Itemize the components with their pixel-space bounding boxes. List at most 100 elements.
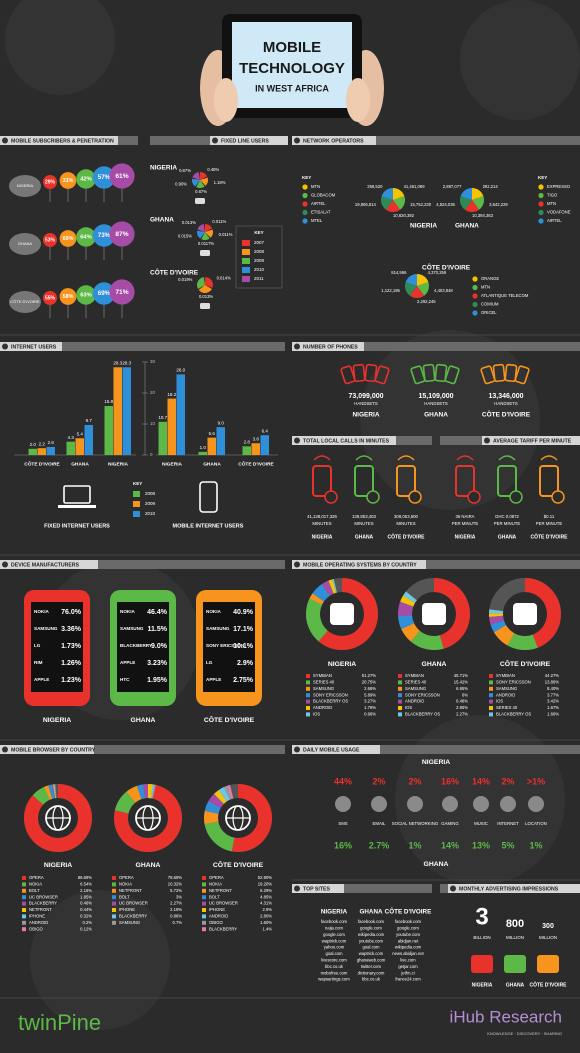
- key-dot: [538, 209, 544, 216]
- burst-wedge: [197, 224, 205, 232]
- legend-swatch: [202, 920, 206, 925]
- legend-value: 3.77%: [547, 692, 559, 697]
- site: yahoo.com: [324, 945, 345, 950]
- operator-subscribers: 19,806,814: [355, 202, 377, 207]
- donut-segment: [54, 784, 57, 799]
- site: youtube.com: [359, 938, 383, 943]
- legend-name: SYMBIAN: [313, 673, 332, 678]
- legend-value: 1.78%: [364, 705, 376, 710]
- key-swatch: [242, 276, 250, 282]
- donut-segment: [309, 593, 324, 605]
- bar: [216, 427, 225, 455]
- legend-name: OBIGO: [209, 920, 223, 925]
- legend-name: SAMSUNG: [405, 686, 426, 691]
- legend-swatch: [398, 674, 402, 678]
- phone-icon: [312, 465, 332, 497]
- activity-icon: [335, 796, 351, 812]
- site: wikipedia.com: [395, 945, 422, 950]
- legend-swatch: [202, 882, 206, 887]
- legend-value: 19.20%: [258, 882, 272, 887]
- legend-name: BOLT: [29, 888, 40, 893]
- burst-wedge: [198, 285, 212, 293]
- operator-wedge: [405, 274, 417, 286]
- legend-value: 0.44%: [80, 907, 92, 912]
- legend-value: 2.66%: [364, 686, 376, 691]
- penetration-value: 57%: [98, 174, 111, 181]
- icon-label: FIXED INTERNET USERS: [44, 523, 110, 529]
- activity-icon: [407, 796, 423, 812]
- country-label: NIGERIA: [455, 534, 476, 540]
- section-title: NETWORK OPERATORS: [303, 138, 364, 144]
- handset-icon: [340, 365, 356, 385]
- site: france24.com: [395, 977, 421, 982]
- section-icon: [294, 561, 300, 568]
- operator-subscribers: 10,394,363: [472, 213, 494, 218]
- key-title: KEY: [133, 481, 142, 486]
- key-label: 2010: [254, 267, 265, 272]
- section-tab: [292, 560, 426, 569]
- handset-icon: [492, 363, 506, 383]
- operator-name: ORICEL: [481, 310, 497, 315]
- legend-swatch: [489, 693, 493, 698]
- section-title: MOBILE BROWSER BY COUNTRY: [11, 747, 96, 753]
- country-label: NIGERIA: [17, 183, 34, 188]
- burst-wedge: [200, 177, 208, 186]
- amount: 139,853,403: [352, 514, 377, 519]
- operator-name: MTN: [311, 184, 320, 189]
- bar-value-label: 9.0: [218, 420, 225, 425]
- bar: [46, 446, 55, 455]
- handset-icon: [444, 365, 460, 385]
- brand-name: SONY ERICSSON: [206, 643, 245, 648]
- balloon: [43, 233, 57, 247]
- legend-value: 1.85%: [80, 894, 92, 899]
- legend-value: 44.27%: [545, 673, 559, 678]
- bar-value-label: 1.0: [200, 445, 207, 450]
- section-icon: [2, 746, 8, 753]
- donut-segment: [126, 785, 142, 803]
- section-icon: [450, 885, 456, 892]
- donut-segment: [204, 810, 219, 825]
- brand-share: 1.23%: [61, 677, 82, 684]
- country-label: NIGERIA: [352, 412, 379, 419]
- donut-segment: [306, 598, 328, 642]
- brand-name: SAMSUNG: [34, 626, 58, 631]
- section-icon: [212, 137, 218, 144]
- country-map: [9, 291, 41, 313]
- legend-value: 6%: [462, 692, 468, 697]
- legend-name: NETFRONT: [209, 888, 232, 893]
- legend-value: 1.60%: [260, 920, 272, 925]
- legend-swatch: [202, 876, 206, 880]
- page-title: MOBILE: [263, 39, 321, 56]
- legend-name: SERIES 40: [313, 680, 335, 685]
- usage-share: 14%: [441, 840, 459, 850]
- legend-name: NOKIA: [119, 882, 132, 887]
- section-icon: [294, 137, 300, 144]
- donut-segment: [434, 578, 471, 649]
- section-tab: [292, 884, 344, 893]
- operator-name: MTEL: [311, 218, 323, 223]
- activity-icon: [371, 796, 387, 812]
- operator-subscribers: 814,966: [391, 270, 407, 275]
- balloon: [92, 224, 116, 247]
- country-label: NIGERIA: [328, 661, 356, 668]
- legend-swatch: [489, 706, 493, 710]
- donut-segment: [55, 784, 57, 799]
- section-title: FIXED LINE USERS: [221, 138, 269, 144]
- donut-segment: [410, 630, 444, 650]
- legend-swatch: [398, 712, 402, 717]
- legend-name: SONY ERICSSON: [496, 680, 531, 685]
- operator-name: MTN: [547, 201, 556, 206]
- operator-wedge: [381, 188, 393, 200]
- group-label: NIGERIA: [162, 461, 183, 467]
- section-bar: [292, 745, 580, 754]
- phone-unit: HANDSETS: [424, 401, 448, 406]
- brand-name: APPLE: [120, 660, 135, 665]
- legend-value: 2.19%: [170, 907, 182, 912]
- country-label: GHANA: [424, 412, 448, 419]
- donut-segment: [32, 787, 50, 805]
- bar: [28, 448, 37, 455]
- penetration-value: 73%: [98, 232, 111, 239]
- donut-segment: [490, 620, 507, 633]
- donut-segment: [150, 784, 155, 799]
- legend-swatch: [489, 674, 493, 678]
